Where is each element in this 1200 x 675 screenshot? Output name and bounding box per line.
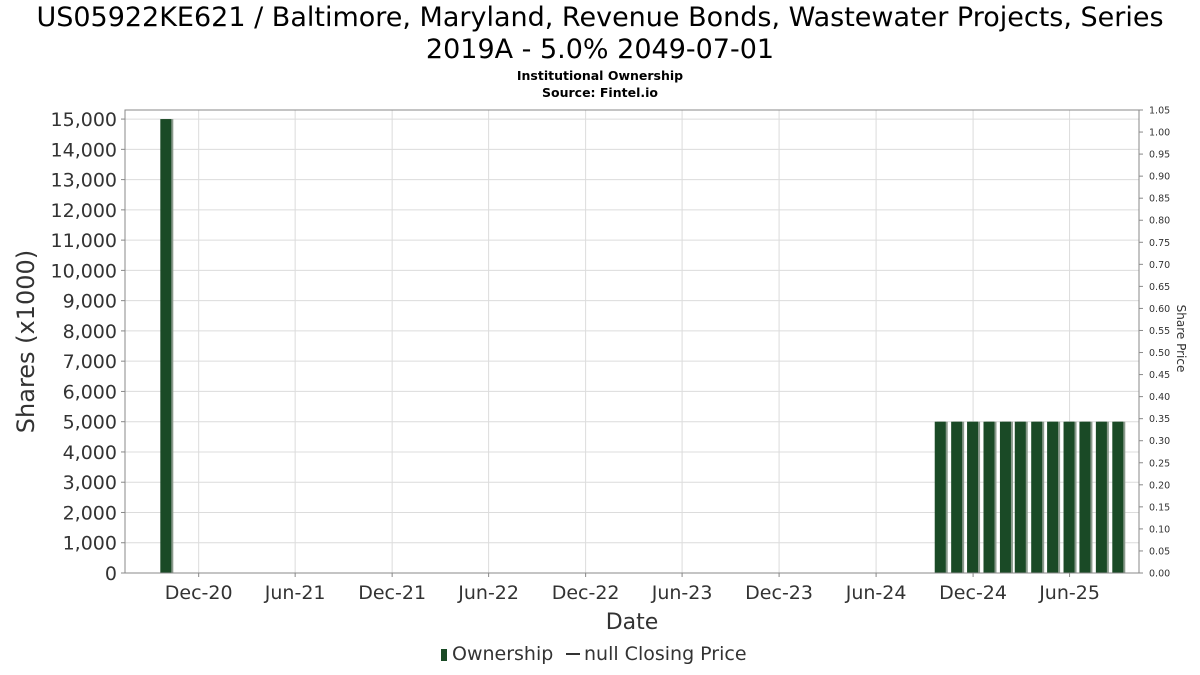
y2-axis-title: Share Price <box>1174 305 1188 373</box>
bar <box>1047 421 1059 573</box>
y-tick-label: 8,000 <box>63 321 117 343</box>
bar <box>983 421 995 573</box>
y2-tick-label: 0.80 <box>1149 216 1170 227</box>
y2-tick-label: 0.35 <box>1149 414 1170 425</box>
chart-title-line-2: 2019A - 5.0% 2049-07-01 <box>425 34 775 65</box>
y2-tick-label: 0.95 <box>1149 150 1170 161</box>
x-tick-label: Dec-20 <box>165 582 233 604</box>
y2-tick-label: 1.00 <box>1149 128 1170 139</box>
y-tick-label: 11,000 <box>51 230 117 252</box>
bar <box>934 421 946 573</box>
chart-source: Source: Fintel.io <box>542 85 658 100</box>
y-tick-label: 10,000 <box>51 260 117 282</box>
y-tick-label: 15,000 <box>51 109 117 131</box>
y2-tick-label: 0.10 <box>1149 524 1170 535</box>
y-tick-label: 12,000 <box>51 200 117 222</box>
y-tick-label: 5,000 <box>63 412 117 434</box>
chart-subtitle: Institutional Ownership <box>516 68 684 83</box>
y-tick-label: 4,000 <box>63 442 117 464</box>
bar <box>1095 421 1107 573</box>
bar <box>1112 421 1124 573</box>
x-tick-label: Dec-23 <box>745 582 813 604</box>
x-tick-label: Dec-22 <box>552 582 620 604</box>
y2-tick-label: 0.40 <box>1149 392 1170 403</box>
y-tick-label: 14,000 <box>51 139 117 161</box>
y-tick-label: 3,000 <box>63 472 117 494</box>
y2-tick-label: 0.70 <box>1149 260 1170 271</box>
y2-tick-label: 0.55 <box>1149 326 1170 337</box>
y-tick-label: 0 <box>105 563 117 585</box>
y2-tick-label: 0.20 <box>1149 480 1170 491</box>
bar <box>951 421 963 573</box>
bar <box>967 421 979 573</box>
legend-ownership-label: Ownership <box>452 643 553 665</box>
bar <box>1014 421 1026 573</box>
x-tick-label: Jun-24 <box>845 582 907 604</box>
y2-tick-label: 1.05 <box>1149 106 1170 117</box>
y2-tick-label: 0.30 <box>1149 436 1170 447</box>
y2-tick-label: 0.15 <box>1149 502 1170 513</box>
bar <box>160 119 172 573</box>
y2-tick-label: 0.75 <box>1149 238 1170 249</box>
y-axis-title: Shares (x1000) <box>12 250 40 433</box>
y2-tick-label: 0.50 <box>1149 348 1170 359</box>
y-tick-label: 6,000 <box>63 381 117 403</box>
y2-tick-label: 0.25 <box>1149 458 1170 469</box>
bar <box>1079 421 1091 573</box>
x-tick-label: Jun-22 <box>457 582 519 604</box>
plot-border <box>124 109 1140 574</box>
x-tick-label: Jun-25 <box>1038 582 1100 604</box>
x-axis-title: Date <box>606 610 659 635</box>
chart-title-line-1: US05922KE621 / Baltimore, Maryland, Reve… <box>36 2 1164 33</box>
y2-tick-label: 0.05 <box>1149 546 1170 557</box>
y2-tick-label: 0.90 <box>1149 172 1170 183</box>
legend-ownership-swatch <box>441 649 447 661</box>
y-tick-label: 1,000 <box>63 533 117 555</box>
y2-tick-label: 0.65 <box>1149 282 1170 293</box>
y2-tick-label: 0.45 <box>1149 370 1170 381</box>
y2-tick-label: 0.85 <box>1149 194 1170 205</box>
chart-title: US05922KE621 / Baltimore, Maryland, Reve… <box>0 2 1200 66</box>
y-tick-label: 13,000 <box>51 170 117 192</box>
bar <box>999 421 1011 573</box>
y-tick-label: 9,000 <box>63 291 117 313</box>
x-tick-label: Jun-21 <box>264 582 326 604</box>
x-tick-label: Dec-24 <box>939 582 1007 604</box>
x-tick-label: Jun-23 <box>651 582 713 604</box>
y-tick-label: 7,000 <box>63 351 117 373</box>
bar <box>1063 421 1075 573</box>
x-tick-label: Dec-21 <box>358 582 426 604</box>
y2-tick-label: 0.60 <box>1149 304 1170 315</box>
y2-tick-label: 0.00 <box>1149 569 1170 580</box>
legend-price-label: null Closing Price <box>584 643 747 665</box>
y-tick-label: 2,000 <box>63 502 117 524</box>
bar <box>1031 421 1043 573</box>
